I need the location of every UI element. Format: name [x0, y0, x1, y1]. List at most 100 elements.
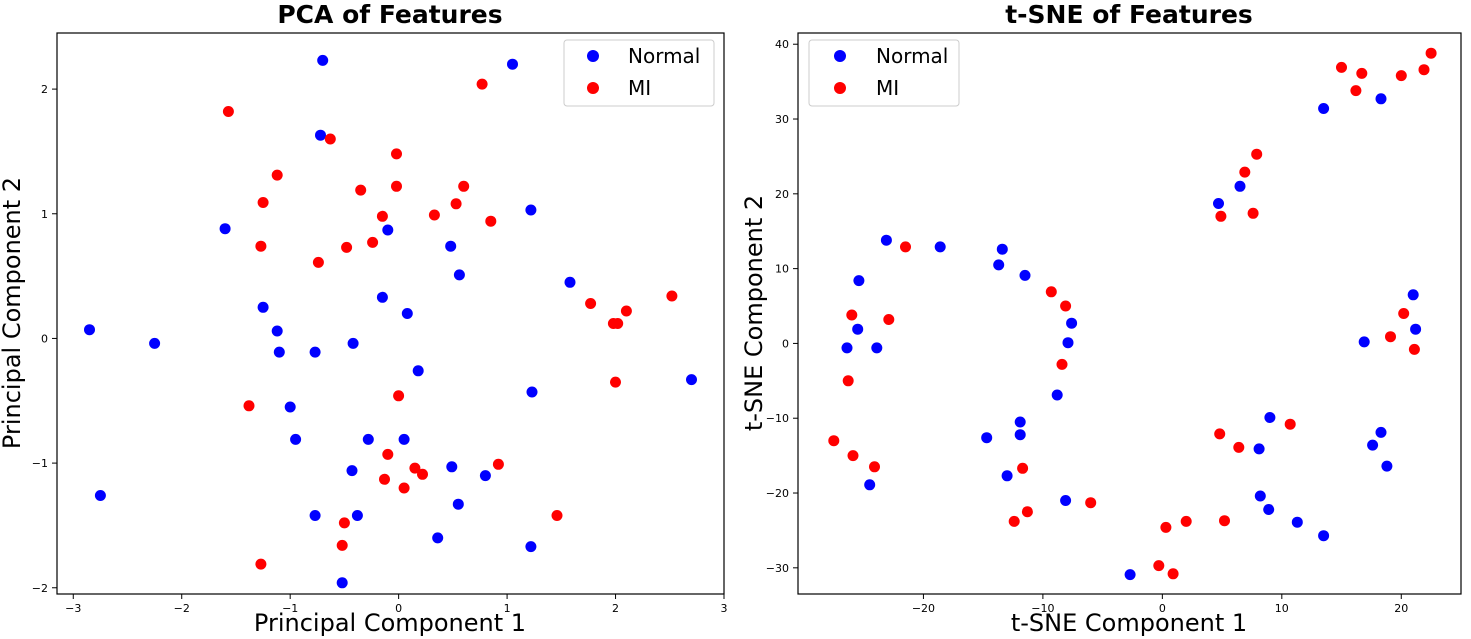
- tsne-point-mi-13: [1398, 308, 1410, 319]
- pca-y-tick: 0: [41, 332, 57, 345]
- tsne-point-mi-8: [1247, 207, 1259, 219]
- tsne-point-normal-13: [1410, 323, 1422, 335]
- tsne-y-tick-label: −10: [766, 412, 789, 425]
- pca-x-tick-label: −1: [282, 602, 298, 615]
- tsne-point-normal-16: [841, 342, 853, 354]
- pca-point-normal-17: [309, 346, 321, 358]
- pca-point-mi-15: [341, 241, 353, 253]
- pca-point-normal-24: [398, 433, 410, 445]
- tsne-point-normal-12: [852, 323, 864, 335]
- tsne-point-mi-18: [1056, 358, 1068, 370]
- pca-point-normal-5: [525, 204, 537, 216]
- pca-point-mi-13: [367, 236, 379, 248]
- tsne-legend-mi-marker: [834, 82, 846, 94]
- pca-y-axis-label: Principal Component 2: [0, 177, 26, 449]
- tsne-y-tick-label: −20: [766, 487, 789, 500]
- pca-point-normal-23: [362, 433, 374, 445]
- tsne-point-normal-5: [934, 241, 946, 253]
- pca-point-normal-13: [271, 325, 283, 337]
- tsne-legend-mi-label: MI: [876, 76, 899, 100]
- pca-y-tick: −2: [32, 582, 57, 595]
- tsne-panel: t-SNE of Features −20 −10 0 10 20 −30 −20 −10 0…: [740, 0, 1462, 637]
- pca-point-mi-30: [398, 482, 410, 494]
- tsne-point-normal-20: [1014, 416, 1026, 428]
- pca-point-mi-32: [338, 517, 350, 529]
- pca-point-normal-19: [686, 374, 697, 386]
- tsne-point-mi-16: [1385, 331, 1396, 343]
- tsne-x-ticks: −20 −10 0 10 20: [912, 594, 1408, 615]
- pca-point-normal-4: [382, 224, 394, 236]
- tsne-y-tick: −20: [766, 487, 798, 500]
- pca-point-normal-2: [315, 129, 326, 141]
- tsne-points: [828, 47, 1437, 581]
- pca-point-normal-10: [376, 291, 388, 303]
- pca-legend: Normal MI: [563, 39, 715, 107]
- pca-point-normal-0: [317, 54, 329, 66]
- tsne-point-normal-1: [1318, 103, 1330, 114]
- pca-y-tick-label: −1: [32, 457, 48, 470]
- tsne-point-mi-7: [1239, 166, 1251, 178]
- tsne-title: t-SNE of Features: [1005, 0, 1253, 29]
- pca-legend-box: [563, 39, 715, 107]
- tsne-point-normal-0: [1375, 93, 1387, 105]
- pca-point-mi-10: [428, 209, 440, 221]
- pca-point-mi-24: [610, 376, 621, 388]
- tsne-point-normal-19: [1264, 412, 1276, 423]
- pca-point-mi-27: [409, 462, 421, 474]
- tsne-point-normal-29: [1254, 490, 1266, 502]
- tsne-y-tick: 30: [775, 113, 798, 126]
- tsne-point-mi-30: [1180, 515, 1192, 527]
- tsne-plot-frame: [797, 32, 1462, 595]
- pca-legend-normal-label: Normal: [628, 44, 700, 68]
- pca-point-mi-0: [476, 78, 488, 90]
- pca-legend-mi-label: MI: [628, 76, 651, 100]
- tsne-point-mi-3: [1395, 70, 1407, 82]
- pca-x-tick-label: 1: [504, 602, 511, 615]
- pca-points: [84, 54, 697, 589]
- tsne-y-tick: −30: [766, 562, 798, 575]
- tsne-point-normal-32: [1291, 516, 1303, 528]
- pca-point-normal-15: [347, 337, 359, 349]
- tsne-point-normal-4: [880, 234, 892, 246]
- tsne-y-ticks: −30 −20 −10 0 10 20 30 40: [766, 38, 798, 575]
- pca-point-mi-33: [336, 539, 348, 551]
- pca-y-tick-label: 0: [41, 332, 48, 345]
- pca-point-normal-34: [336, 577, 348, 589]
- pca-point-normal-16: [273, 346, 285, 358]
- tsne-point-normal-15: [1062, 337, 1074, 349]
- tsne-point-mi-25: [869, 461, 880, 473]
- pca-x-tick-label: −3: [65, 602, 81, 615]
- tsne-x-tick-label: −20: [912, 602, 935, 615]
- tsne-point-mi-11: [1045, 286, 1057, 298]
- tsne-point-mi-6: [1251, 148, 1263, 160]
- tsne-x-tick: 0: [1159, 594, 1166, 615]
- pca-y-tick: 2: [41, 83, 57, 96]
- tsne-point-normal-25: [1367, 439, 1379, 451]
- tsne-point-mi-34: [1167, 568, 1179, 580]
- tsne-point-mi-31: [1219, 515, 1230, 527]
- pca-point-mi-18: [585, 298, 597, 309]
- pca-point-mi-14: [255, 240, 267, 252]
- pca-x-tick: 2: [612, 594, 619, 615]
- pca-legend-normal-marker: [587, 50, 599, 62]
- tsne-point-normal-9: [853, 275, 865, 287]
- tsne-point-normal-10: [1407, 289, 1419, 301]
- tsne-y-tick: −10: [766, 412, 798, 425]
- pca-title: PCA of Features: [277, 0, 502, 29]
- tsne-y-tick-label: 30: [775, 113, 789, 126]
- pca-legend-mi-marker: [587, 82, 599, 94]
- tsne-point-normal-18: [1051, 389, 1063, 401]
- pca-point-normal-6: [445, 240, 457, 252]
- pca-point-mi-16: [312, 256, 324, 268]
- tsne-y-tick: 0: [782, 337, 798, 350]
- tsne-y-tick-label: 40: [775, 38, 789, 51]
- pca-x-tick: 0: [395, 594, 402, 615]
- pca-point-mi-9: [450, 198, 462, 210]
- pca-x-tick: −1: [282, 594, 298, 615]
- tsne-point-normal-14: [1358, 336, 1370, 348]
- pca-point-mi-29: [379, 473, 390, 485]
- pca-point-mi-3: [391, 148, 402, 160]
- pca-y-tick: 1: [41, 208, 57, 221]
- pca-point-mi-17: [666, 290, 678, 302]
- tsne-point-mi-9: [1215, 210, 1227, 222]
